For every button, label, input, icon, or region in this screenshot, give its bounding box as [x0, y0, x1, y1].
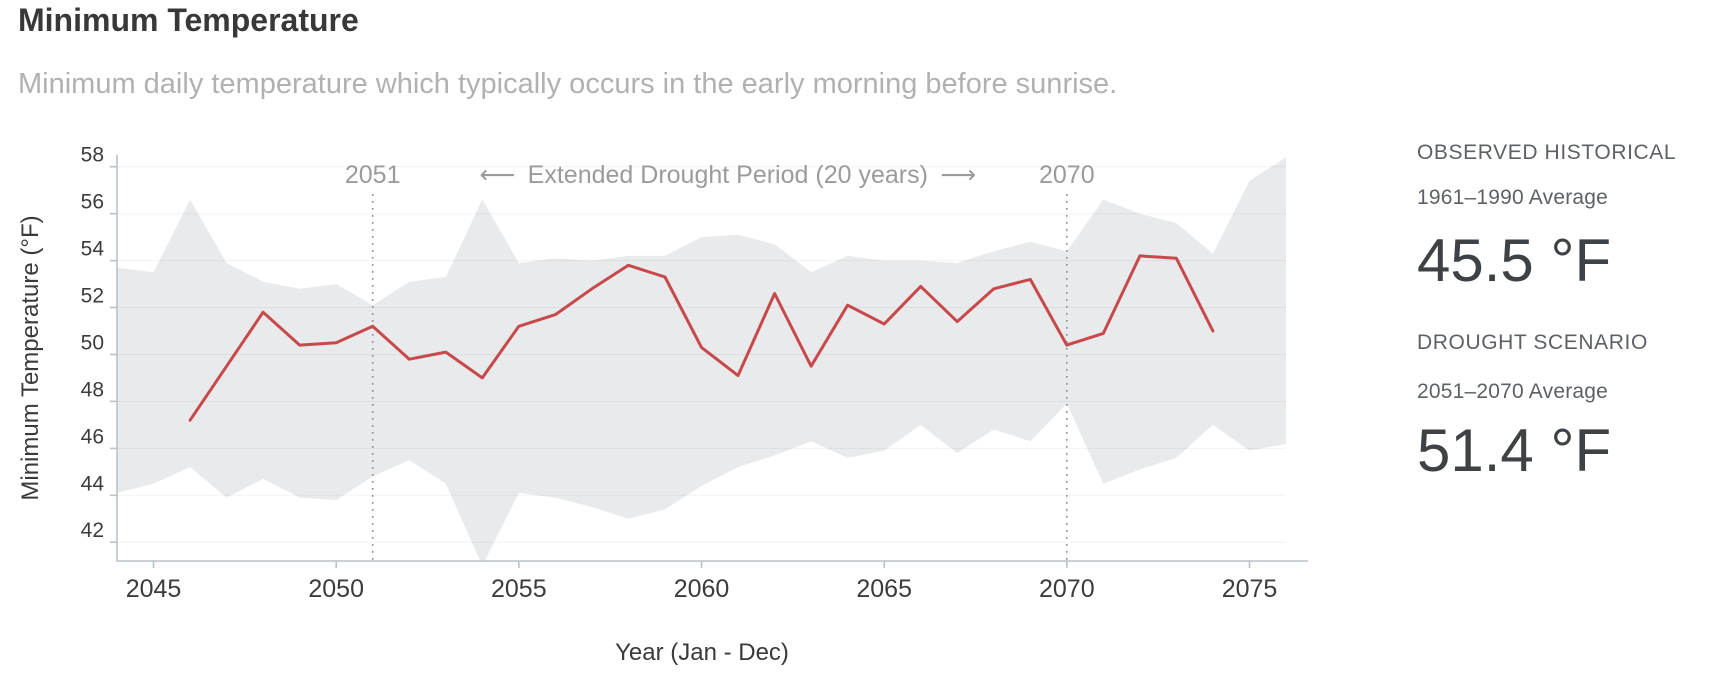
drought-period-labels: 2051 2070 ⟵ Extended Drought Period (20 ye… [345, 161, 1095, 189]
y-axis-title: Minimum Temperature (°F) [17, 215, 44, 500]
drought-period-markers [371, 194, 1068, 561]
svg-text:54: 54 [81, 238, 105, 261]
observed-historical-value: 45.5 °F [1417, 227, 1612, 294]
observed-historical-label: OBSERVED HISTORICAL [1417, 141, 1677, 164]
svg-text:46: 46 [81, 425, 104, 448]
svg-text:48: 48 [81, 378, 104, 401]
svg-text:56: 56 [81, 191, 104, 214]
gridlines [117, 166, 1286, 543]
svg-text:44: 44 [81, 472, 105, 495]
y-tick-labels: 42 44 46 48 50 52 54 56 58 [81, 144, 105, 543]
drought-scenario-period: 2051–2070 Average [1417, 380, 1609, 403]
drought-scenario-value: 51.4 °F [1417, 417, 1612, 484]
drought-start-label: 2051 [345, 161, 401, 189]
page-subtitle: Minimum daily temperature which typicall… [18, 68, 1118, 100]
x-tick-labels: 2045 2050 2055 2060 2065 2070 2075 [126, 575, 1278, 603]
scenario-line [188, 254, 1215, 422]
model-range-band [117, 157, 1286, 561]
drought-end-label: 2070 [1039, 161, 1095, 189]
svg-text:2075: 2075 [1222, 575, 1278, 603]
svg-text:50: 50 [81, 332, 104, 355]
svg-text:2055: 2055 [491, 575, 547, 603]
svg-text:2050: 2050 [308, 575, 364, 603]
svg-text:42: 42 [81, 519, 104, 542]
svg-text:52: 52 [81, 285, 104, 308]
svg-text:2045: 2045 [126, 575, 182, 603]
drought-period-label: ⟵ Extended Drought Period (20 years) ⟶ [479, 161, 976, 189]
svg-text:2065: 2065 [856, 575, 912, 603]
observed-historical-period: 1961–1990 Average [1417, 186, 1609, 209]
drought-scenario-label: DROUGHT SCENARIO [1417, 331, 1648, 354]
svg-text:2070: 2070 [1039, 575, 1095, 603]
page-title: Minimum Temperature [18, 2, 359, 38]
axes [110, 155, 1308, 568]
x-axis-title: Year (Jan - Dec) [615, 639, 789, 666]
svg-text:2060: 2060 [674, 575, 730, 603]
svg-text:58: 58 [81, 144, 104, 167]
chart-area[interactable]: 42 44 46 48 50 52 54 56 58 2045 2050 2055 2060 2065 20… [0, 130, 1330, 682]
